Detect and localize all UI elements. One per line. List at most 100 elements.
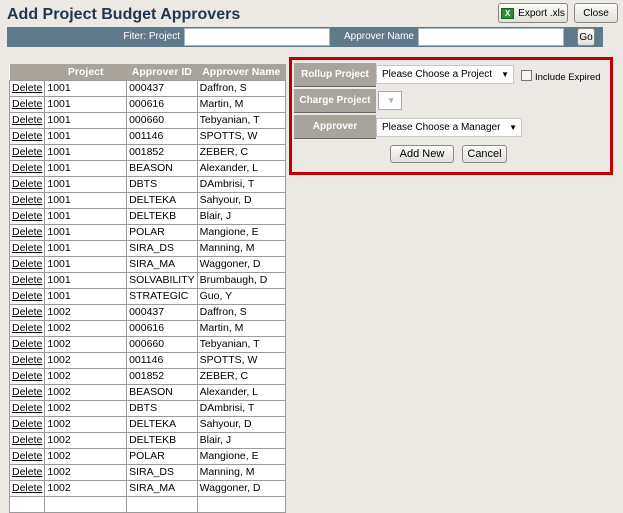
approver-id-cell: DELTEKA (126, 415, 198, 433)
project-cell: 1002 (44, 447, 128, 465)
delete-cell: Delete (8, 271, 46, 289)
approver-name-cell (196, 495, 287, 513)
table-row: Delete 1001 001852 ZEBER, C (8, 143, 287, 161)
approver-name-cell: Martin, M (196, 95, 287, 113)
project-cell: 1001 (44, 239, 128, 257)
column-header-project[interactable]: Project (44, 64, 127, 80)
delete-link[interactable]: Delete (12, 402, 43, 414)
delete-link[interactable]: Delete (12, 370, 43, 382)
delete-link[interactable]: Delete (12, 210, 43, 222)
approver-name-cell: Blair, J (196, 431, 287, 449)
export-xls-button[interactable]: X Export .xls (498, 3, 568, 23)
approver-name-cell: DAmbrisi, T (196, 175, 287, 193)
delete-link[interactable]: Delete (12, 82, 43, 94)
delete-link[interactable]: Delete (12, 194, 43, 206)
delete-link[interactable]: Delete (12, 226, 43, 238)
table-row: Delete 1002 001146 SPOTTS, W (8, 351, 287, 369)
delete-link[interactable]: Delete (12, 146, 43, 158)
filter-project-input[interactable] (184, 28, 330, 46)
delete-cell: Delete (8, 207, 46, 225)
add-new-button[interactable]: Add New (390, 145, 454, 163)
approver-id-cell (126, 495, 198, 513)
delete-cell: Delete (8, 367, 46, 385)
delete-link[interactable]: Delete (12, 130, 43, 142)
approver-name-cell: Alexander, L (196, 159, 287, 177)
delete-link[interactable]: Delete (12, 354, 43, 366)
delete-link[interactable]: Delete (12, 114, 43, 126)
table-row: Delete 1001 POLAR Mangione, E (8, 223, 287, 241)
approver-name-cell: Guo, Y (196, 287, 287, 305)
delete-cell: Delete (8, 159, 46, 177)
approver-id-cell: BEASON (126, 383, 198, 401)
table-row: Delete 1001 SIRA_DS Manning, M (8, 239, 287, 257)
delete-cell: Delete (8, 431, 46, 449)
table-row: Delete 1002 DELTEKB Blair, J (8, 431, 287, 449)
page-title: Add Project Budget Approvers (7, 6, 241, 23)
delete-link[interactable]: Delete (12, 418, 43, 430)
table-row (8, 495, 287, 513)
delete-link[interactable]: Delete (12, 386, 43, 398)
delete-link[interactable]: Delete (12, 98, 43, 110)
filter-project-label: Fiter: Project (123, 31, 180, 42)
charge-project-select[interactable]: ▼ (378, 91, 402, 110)
delete-link[interactable]: Delete (12, 178, 43, 190)
delete-link[interactable]: Delete (12, 466, 43, 478)
filter-approver-input[interactable] (418, 28, 564, 46)
delete-link[interactable]: Delete (12, 322, 43, 334)
delete-cell: Delete (8, 111, 46, 129)
delete-link[interactable]: Delete (12, 306, 43, 318)
rollup-project-select[interactable]: Please Choose a Project ▼ (376, 65, 514, 84)
approver-select[interactable]: Please Choose a Manager ▼ (376, 118, 522, 137)
delete-link[interactable]: Delete (12, 258, 43, 270)
table-row: Delete 1001 DELTEKB Blair, J (8, 207, 287, 225)
delete-cell (8, 495, 46, 513)
charge-project-label: Charge Project (294, 89, 376, 113)
include-expired-label: Include Expired (535, 72, 601, 83)
approver-name-cell: Sahyour, D (196, 415, 287, 433)
table-row: Delete 1001 000437 Daffron, S (8, 79, 287, 97)
approver-id-cell: SIRA_MA (126, 479, 198, 497)
delete-cell: Delete (8, 287, 46, 305)
delete-link[interactable]: Delete (12, 242, 43, 254)
delete-cell: Delete (8, 463, 46, 481)
table-row: Delete 1002 POLAR Mangione, E (8, 447, 287, 465)
project-cell: 1001 (44, 175, 128, 193)
go-button[interactable]: Go (577, 28, 595, 46)
filter-bar: Fiter: Project Approver Name Go (7, 27, 603, 47)
column-header-approver-id[interactable]: Approver ID (126, 64, 198, 80)
approver-id-cell: 000616 (126, 319, 198, 337)
delete-link[interactable]: Delete (12, 482, 43, 494)
approver-id-cell: SIRA_DS (126, 239, 198, 257)
delete-cell: Delete (8, 191, 46, 209)
cancel-button[interactable]: Cancel (462, 145, 507, 163)
approver-id-cell: 000616 (126, 95, 198, 113)
approver-id-cell: STRATEGIC (126, 287, 198, 305)
delete-link[interactable]: Delete (12, 434, 43, 446)
delete-link[interactable]: Delete (12, 338, 43, 350)
rollup-project-value: Please Choose a Project (382, 69, 493, 80)
delete-cell: Delete (8, 239, 46, 257)
delete-link[interactable]: Delete (12, 162, 43, 174)
project-cell: 1001 (44, 111, 128, 129)
approver-name-cell: Mangione, E (196, 447, 287, 465)
approver-name-cell: SPOTTS, W (196, 351, 287, 369)
rollup-project-label: Rollup Project (294, 63, 376, 87)
delete-link[interactable]: Delete (12, 450, 43, 462)
approver-name-cell: Martin, M (196, 319, 287, 337)
column-header-approver-name[interactable]: Approver Name (197, 64, 286, 80)
project-cell: 1001 (44, 127, 128, 145)
table-row: Delete 1002 DBTS DAmbrisi, T (8, 399, 287, 417)
table-row: Delete 1002 001852 ZEBER, C (8, 367, 287, 385)
delete-link[interactable]: Delete (12, 274, 43, 286)
table-row: Delete 1001 DELTEKA Sahyour, D (8, 191, 287, 209)
include-expired-checkbox[interactable] (521, 70, 532, 81)
approver-name-cell: Alexander, L (196, 383, 287, 401)
delete-link[interactable]: Delete (12, 290, 43, 302)
table-row: Delete 1002 000437 Daffron, S (8, 303, 287, 321)
project-cell: 1002 (44, 383, 128, 401)
close-button[interactable]: Close (574, 3, 618, 23)
table-row: Delete 1001 DBTS DAmbrisi, T (8, 175, 287, 193)
project-cell: 1001 (44, 143, 128, 161)
approver-name-cell: Daffron, S (196, 79, 287, 97)
project-cell: 1002 (44, 367, 128, 385)
